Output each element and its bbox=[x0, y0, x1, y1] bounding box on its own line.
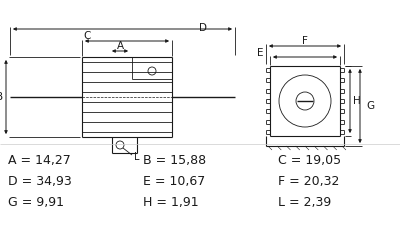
Text: F = 20,32: F = 20,32 bbox=[278, 175, 339, 187]
Text: F: F bbox=[302, 36, 308, 46]
Text: D: D bbox=[198, 23, 206, 33]
Text: A = 14,27: A = 14,27 bbox=[8, 153, 71, 167]
Text: G: G bbox=[366, 101, 374, 111]
Text: L = 2,39: L = 2,39 bbox=[278, 195, 331, 208]
Text: H: H bbox=[353, 96, 361, 106]
Text: C: C bbox=[83, 31, 91, 41]
Text: B: B bbox=[0, 92, 4, 102]
Text: B = 15,88: B = 15,88 bbox=[143, 153, 206, 167]
Text: E: E bbox=[258, 48, 264, 58]
Text: G = 9,91: G = 9,91 bbox=[8, 195, 64, 208]
Text: H = 1,91: H = 1,91 bbox=[143, 195, 199, 208]
Text: A: A bbox=[116, 41, 124, 51]
Text: C = 19,05: C = 19,05 bbox=[278, 153, 341, 167]
Text: E = 10,67: E = 10,67 bbox=[143, 175, 205, 187]
Text: L: L bbox=[134, 152, 140, 162]
Text: D = 34,93: D = 34,93 bbox=[8, 175, 72, 187]
